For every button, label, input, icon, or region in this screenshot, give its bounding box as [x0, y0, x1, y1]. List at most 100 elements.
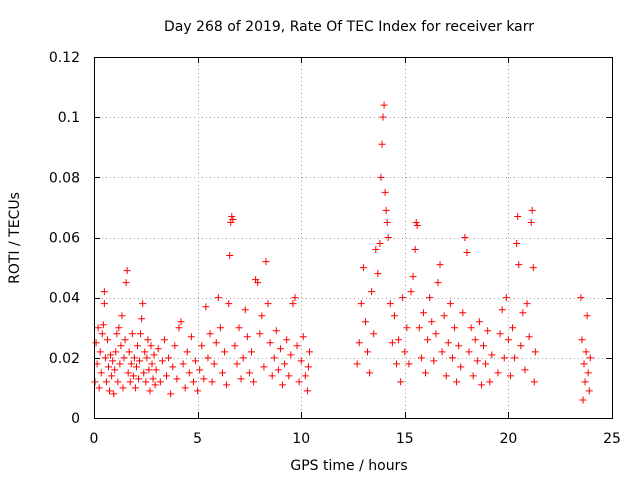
- data-point: [134, 342, 142, 350]
- y-axis-ticks: 0 0.02 0.04 0.06 0.08 0.1 0.12: [49, 50, 612, 427]
- data-point: [283, 336, 291, 344]
- data-point: [419, 309, 427, 317]
- data-point: [459, 309, 467, 317]
- data-point: [377, 173, 385, 181]
- data-point: [305, 348, 313, 356]
- data-point: [148, 360, 156, 368]
- data-point: [151, 381, 159, 389]
- data-point: [366, 369, 374, 377]
- data-point: [304, 363, 312, 371]
- data-point: [147, 342, 155, 350]
- data-point: [187, 333, 195, 341]
- data-point: [210, 360, 218, 368]
- data-point: [140, 369, 148, 377]
- data-point: [125, 348, 133, 356]
- data-point: [235, 324, 243, 332]
- data-point: [299, 333, 307, 341]
- data-point: [171, 342, 179, 350]
- data-point: [379, 113, 387, 121]
- data-point: [484, 327, 492, 335]
- data-point: [109, 357, 117, 365]
- data-point: [266, 339, 274, 347]
- data-point: [465, 348, 473, 356]
- data-point: [131, 384, 139, 392]
- data-point: [138, 315, 146, 323]
- data-point: [397, 378, 405, 386]
- y-tick-label: 0: [71, 411, 80, 427]
- data-point: [382, 206, 390, 214]
- data-point: [434, 279, 442, 287]
- data-point: [395, 336, 403, 344]
- data-point: [101, 354, 109, 362]
- data-point: [156, 378, 164, 386]
- data-point: [486, 378, 494, 386]
- x-axis-ticks: 0 5 10 15 20 25: [90, 57, 621, 447]
- data-point: [585, 387, 593, 395]
- data-point: [401, 348, 409, 356]
- data-point: [473, 357, 481, 365]
- data-point: [119, 384, 127, 392]
- data-point: [225, 300, 233, 308]
- data-point: [237, 375, 245, 383]
- data-point: [154, 345, 162, 353]
- data-point: [241, 306, 249, 314]
- data-point: [374, 270, 382, 278]
- data-point: [122, 279, 130, 287]
- data-point: [279, 381, 287, 389]
- data-point: [388, 339, 396, 347]
- data-point: [130, 354, 138, 362]
- data-point: [99, 321, 107, 329]
- data-point: [281, 360, 289, 368]
- data-point: [407, 288, 415, 296]
- data-point: [158, 357, 166, 365]
- data-point: [529, 264, 537, 272]
- data-point: [461, 234, 469, 241]
- data-point: [96, 348, 104, 356]
- data-points: [91, 101, 594, 404]
- data-point: [245, 369, 253, 377]
- data-point: [378, 140, 386, 148]
- x-tick-label: 0: [90, 431, 99, 447]
- data-point: [124, 369, 132, 377]
- data-point: [258, 312, 266, 320]
- data-point: [475, 318, 483, 326]
- data-point: [295, 378, 303, 386]
- data-point: [357, 300, 365, 308]
- data-point: [198, 342, 206, 350]
- data-point: [368, 288, 376, 296]
- data-point: [127, 360, 135, 368]
- data-point: [108, 372, 116, 380]
- data-point: [415, 324, 423, 332]
- data-point: [405, 360, 413, 368]
- data-point: [98, 330, 106, 338]
- data-point: [446, 300, 454, 308]
- x-tick-label: 25: [603, 431, 621, 447]
- data-point: [94, 324, 102, 332]
- data-point: [136, 357, 144, 365]
- data-point: [455, 342, 463, 350]
- chart-title: Day 268 of 2019, Rate Of TEC Index for r…: [164, 19, 534, 35]
- data-point: [102, 378, 110, 386]
- data-point: [204, 354, 212, 362]
- data-point: [223, 381, 231, 389]
- data-point: [444, 339, 452, 347]
- data-point: [361, 318, 369, 326]
- data-point: [274, 366, 282, 374]
- data-point: [580, 360, 588, 368]
- data-point: [165, 354, 173, 362]
- data-point: [200, 375, 208, 383]
- data-point: [141, 348, 149, 356]
- data-point: [438, 348, 446, 356]
- data-point: [110, 390, 118, 398]
- data-point: [243, 333, 251, 341]
- data-point: [381, 188, 389, 196]
- x-tick-label: 20: [499, 431, 517, 447]
- data-point: [117, 342, 125, 350]
- data-point: [527, 218, 535, 226]
- data-point: [250, 378, 258, 386]
- data-point: [276, 345, 284, 353]
- data-point: [477, 381, 485, 389]
- data-point: [411, 246, 419, 254]
- data-point: [221, 348, 229, 356]
